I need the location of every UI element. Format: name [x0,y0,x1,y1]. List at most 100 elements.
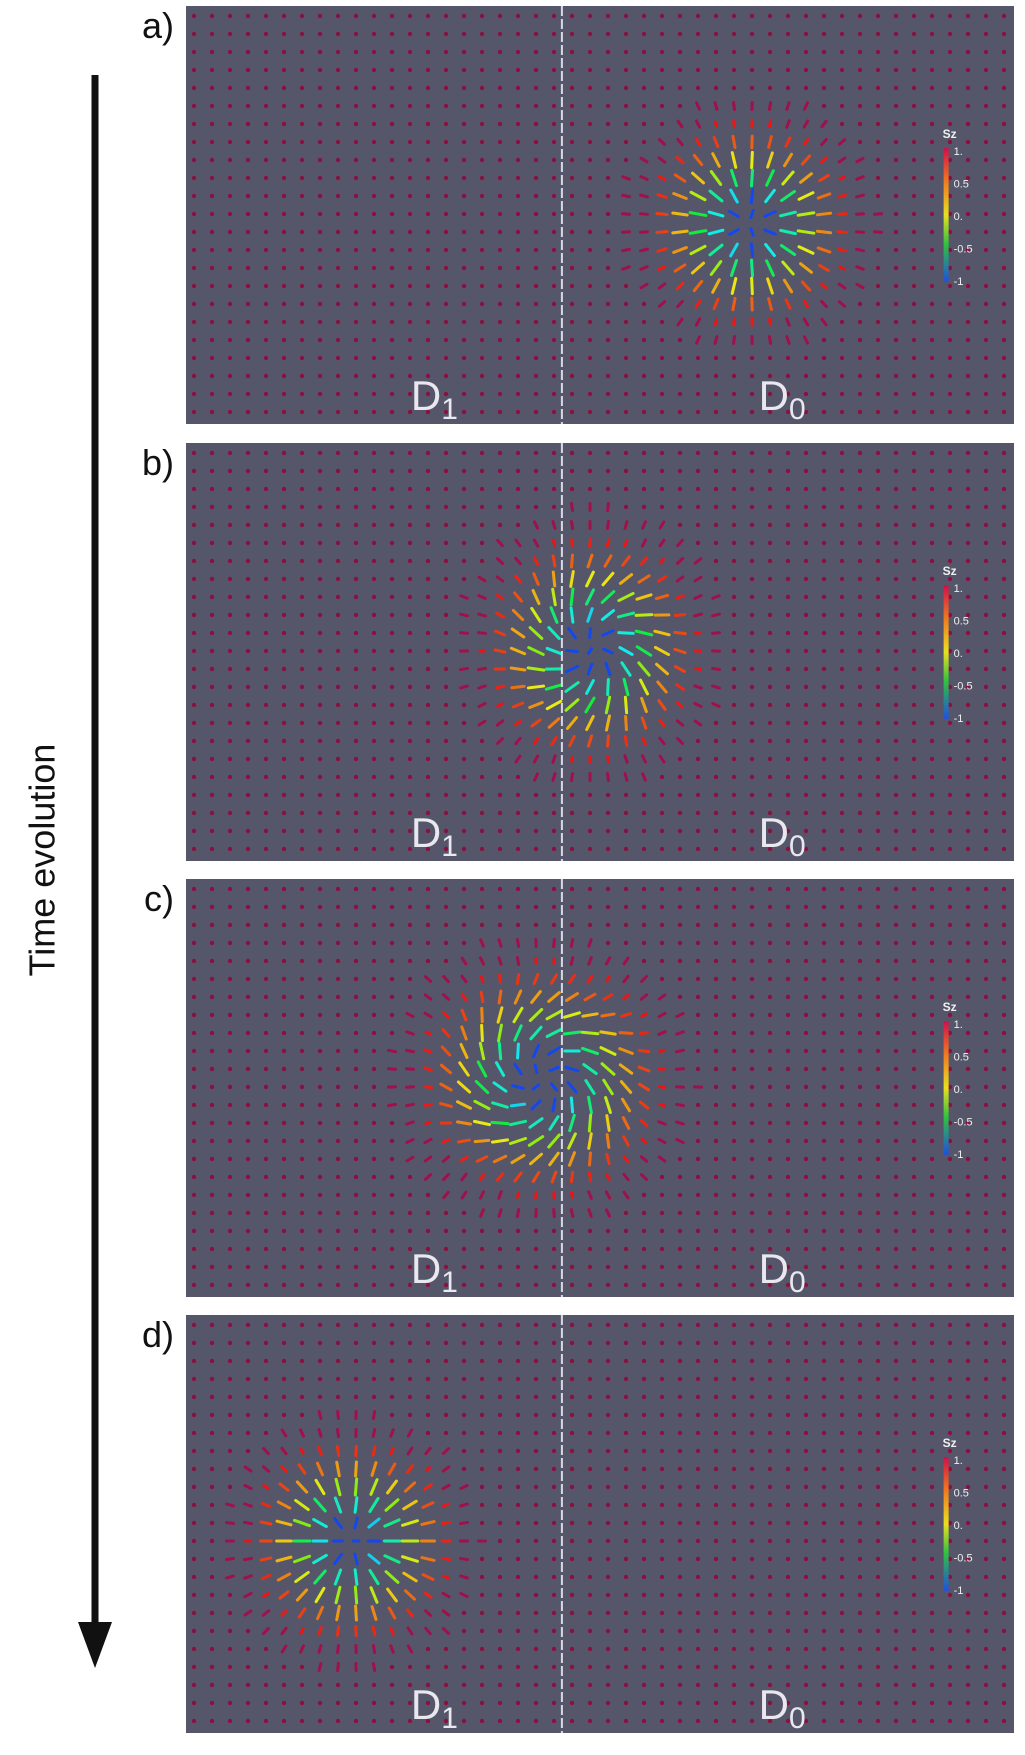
spin-arrow [550,735,558,747]
spin-dot [245,594,251,600]
spin-dot [263,1048,269,1054]
spin-dot [281,756,287,762]
spin-arrow [475,1155,489,1163]
spin-dot [479,1682,485,1688]
spin-dot [245,1628,251,1634]
spin-dot [407,1264,413,1270]
spin-dot [587,337,593,343]
spin-dot [245,1700,251,1706]
spin-arrow [837,193,847,199]
spin-dot [1001,594,1007,600]
spin-dot [821,1520,827,1526]
spin-dot [479,738,485,744]
spin-arrow [640,716,648,730]
spin-dot [1001,121,1007,127]
spin-dot [803,1484,809,1490]
spin-dot [785,31,791,37]
spin-dot [749,1174,755,1180]
spin-dot [929,157,935,163]
spin-dot [263,1376,269,1382]
spin-dot [641,301,647,307]
spin-arrow [638,1030,650,1036]
spin-arrow [587,1132,593,1150]
spin-arrow [516,1042,520,1060]
spin-dot [515,486,521,492]
spin-dot [1001,103,1007,109]
spin-dot [353,886,359,892]
spin-dot [821,828,827,834]
spin-dot [569,846,575,852]
spin-dot [857,1102,863,1108]
spin-dot [191,355,197,361]
spin-dot [947,103,953,109]
spin-dot [191,1700,197,1706]
spin-dot [965,1264,971,1270]
spin-dot [317,1246,323,1252]
spin-dot [425,522,431,528]
spin-dot [695,1502,701,1508]
spin-dot [641,103,647,109]
spin-dot [875,319,881,325]
spin-dot [983,774,989,780]
spin-dot [569,175,575,181]
spin-dot [677,1520,683,1526]
spin-arrow [317,1644,323,1654]
spin-dot [443,886,449,892]
spin-dot [1001,283,1007,289]
spin-dot [947,1012,953,1018]
spin-dot [353,301,359,307]
spin-dot [425,301,431,307]
spin-dot [227,558,233,564]
spin-arrow [796,211,816,217]
spin-dot [767,1394,773,1400]
spin-dot [983,1174,989,1180]
spin-dot [479,828,485,834]
spin-dot [893,67,899,73]
spin-dot [749,1340,755,1346]
spin-arrow [657,1030,667,1036]
spin-arrow [820,156,828,164]
spin-dot [983,922,989,928]
spin-dot [353,157,359,163]
spin-dot [677,1592,683,1598]
spin-arrow [441,1447,451,1455]
spin-dot [821,468,827,474]
spin-dot [875,1556,881,1562]
spin-dot [677,792,683,798]
spin-dot [839,1156,845,1162]
spin-arrow [508,1136,528,1146]
spin-dot [389,558,395,564]
spin-dot [641,1556,647,1562]
spin-dot [821,1646,827,1652]
spin-dot [371,504,377,510]
spin-dot [821,1066,827,1072]
spin-dot [551,922,557,928]
spin-dot [947,1120,953,1126]
spin-dot [875,1174,881,1180]
spin-dot [245,301,251,307]
spin-dot [983,1120,989,1126]
spin-arrow [763,210,777,218]
spin-dot [767,594,773,600]
spin-dot [767,1700,773,1706]
spin-dot [371,666,377,672]
spin-arrow [371,1662,377,1672]
spin-dot [893,319,899,325]
spin-dot [407,504,413,510]
spin-dot [317,1102,323,1108]
spin-dot [299,31,305,37]
spin-arrow [278,1482,290,1492]
spin-dot [497,756,503,762]
spin-arrow [531,1043,541,1059]
spin-dot [443,594,449,600]
spin-dot [911,211,917,217]
spin-dot [605,1484,611,1490]
spin-dot [821,738,827,744]
spin-dot [767,886,773,892]
spin-dot [551,229,557,235]
spin-dot [785,1156,791,1162]
spin-dot [1001,1102,1007,1108]
spin-dot [263,684,269,690]
spin-dot [569,103,575,109]
spin-dot [749,558,755,564]
